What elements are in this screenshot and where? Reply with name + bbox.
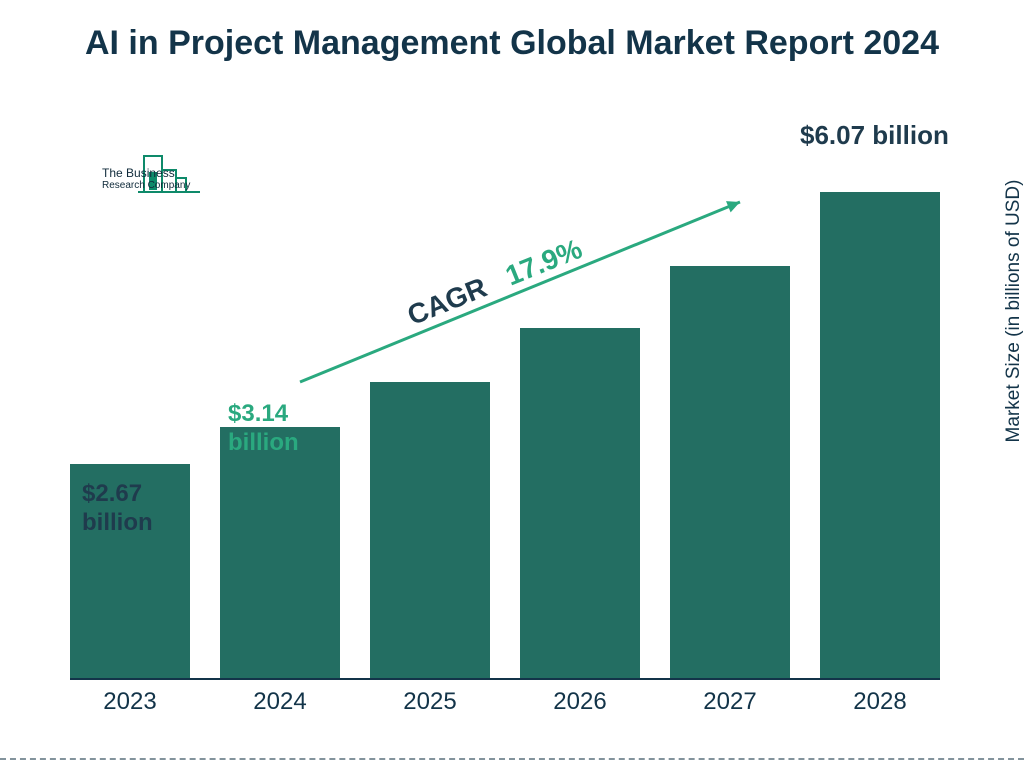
bar [220, 427, 340, 678]
value-callout: $2.67 billion [82, 480, 192, 538]
bar [820, 192, 940, 678]
value-callout: $6.07 billion [800, 120, 1020, 151]
x-tick-label: 2027 [670, 688, 790, 716]
chart-plot-area [70, 160, 940, 680]
chart-title: AI in Project Management Global Market R… [0, 0, 1024, 65]
x-axis-labels: 2023 2024 2025 2026 2027 2028 [70, 688, 940, 728]
bar [520, 328, 640, 678]
bar [670, 266, 790, 678]
bar-chart [70, 160, 940, 680]
y-axis-label: Market Size (in billions of USD) [1003, 180, 1024, 443]
x-tick-label: 2024 [220, 688, 340, 716]
bar [370, 382, 490, 678]
x-tick-label: 2026 [520, 688, 640, 716]
footer-divider [0, 758, 1024, 760]
x-tick-label: 2025 [370, 688, 490, 716]
x-tick-label: 2023 [70, 688, 190, 716]
x-tick-label: 2028 [820, 688, 940, 716]
value-callout: $3.14 billion [228, 400, 338, 458]
